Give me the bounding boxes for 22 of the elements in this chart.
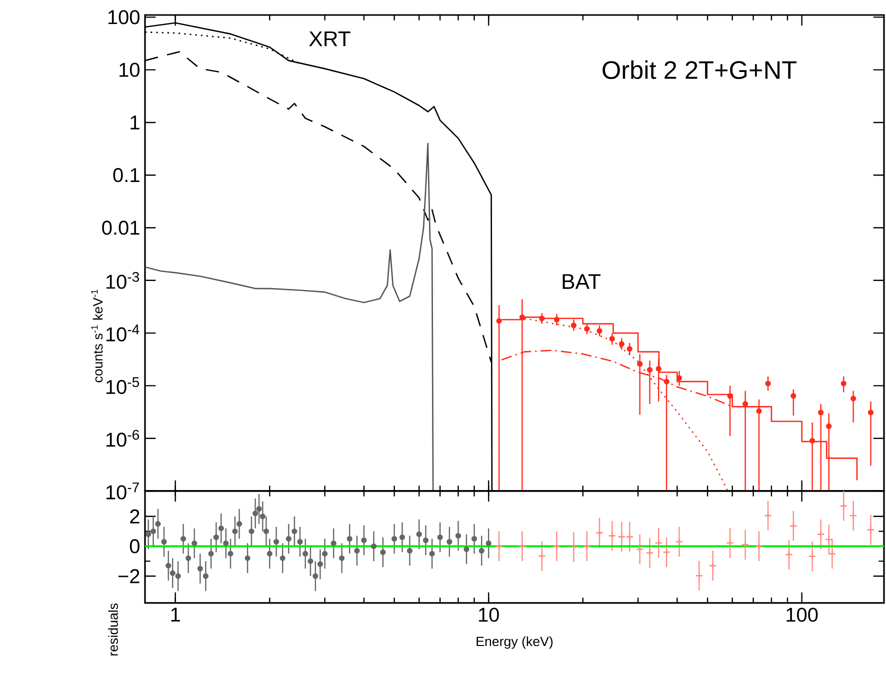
y-tick-label: −2 [118,569,140,584]
y-tick-label: 10 [120,62,140,77]
y-tick-label: 10$^{-3}$ [106,272,140,289]
x-tick-label: 100 [786,608,818,622]
y-tick-label: 10$^{-4}$ [106,324,140,342]
y-axis-title: residuals [108,603,118,656]
annotation: XRT [309,31,350,46]
y-tick-label: 10$^{-5}$ [106,377,140,394]
y-tick-label: 0 [130,539,140,554]
y-tick-label: 10$^{-6}$ [106,430,140,447]
y-axis-title: counts s$^{-1}$ keV$^{-1}$ [91,290,103,382]
y-tick-label: 2 [130,509,140,524]
x-axis-title: Energy (keV) [476,636,553,649]
x-tick-label: 10 [478,608,499,622]
annotation: BAT [562,274,600,289]
y-tick-label: 0.1 [113,168,140,182]
annotation: Orbit 2 2T+G+NT [602,60,796,80]
y-tick-label: 100 [108,10,140,24]
x-tick-label: 1 [171,608,180,622]
y-tick-label: 0.01 [102,220,140,235]
y-tick-label: 10$^{-7}$ [106,482,139,500]
y-tick-label: 1 [130,116,140,130]
